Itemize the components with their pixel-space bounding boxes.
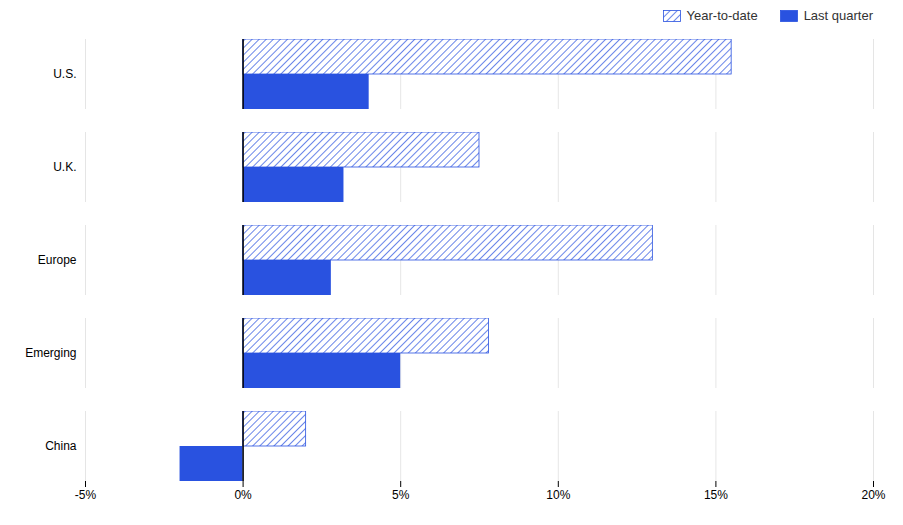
svg-text:U.S.: U.S. [53, 67, 76, 81]
svg-text:15%: 15% [704, 488, 728, 502]
html-text:Last quarter: Last quarter [803, 8, 873, 23]
svg-text:10%: 10% [546, 488, 570, 502]
svg-text:-5%: -5% [75, 488, 97, 502]
svg-text:20%: 20% [861, 488, 885, 502]
svg-text:China: China [45, 439, 77, 453]
svg-text:5%: 5% [392, 488, 410, 502]
svg-text:U.K.: U.K. [53, 160, 76, 174]
html-text:Year-to-date: Year-to-date [686, 8, 758, 23]
svg-text:Emerging: Emerging [25, 346, 76, 360]
svg-text:0%: 0% [234, 488, 252, 502]
svg-text:Europe: Europe [38, 253, 77, 267]
